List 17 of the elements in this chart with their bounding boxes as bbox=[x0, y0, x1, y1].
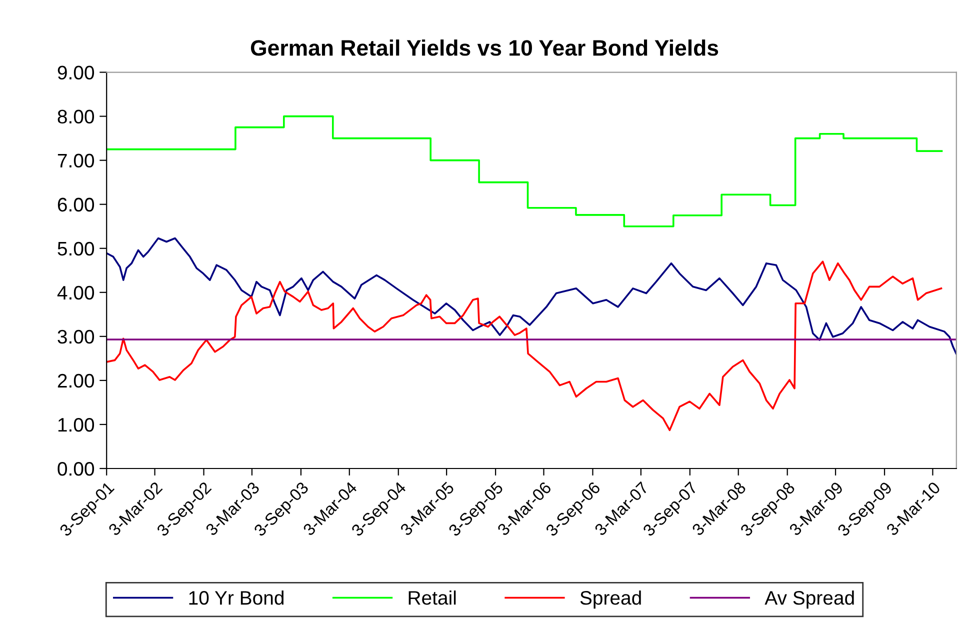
y-tick-label: 2.00 bbox=[58, 374, 94, 388]
line-series bbox=[106, 260, 942, 432]
line-series bbox=[106, 237, 956, 354]
y-tick-label: 4.00 bbox=[57, 286, 94, 300]
y-tick-label: 5.00 bbox=[58, 242, 94, 256]
chart-title: German Retail Yields vs 10 Year Bond Yields bbox=[250, 39, 718, 56]
legend-label: 10 Yr Bond bbox=[189, 590, 284, 605]
y-tick-label: 3.00 bbox=[58, 330, 94, 344]
y-tick-label: 9.00 bbox=[58, 66, 94, 80]
y-tick-label: 7.00 bbox=[58, 154, 94, 168]
legend-label: Retail bbox=[408, 590, 456, 605]
y-tick-label: 0.00 bbox=[58, 462, 94, 476]
legend-label: Spread bbox=[580, 590, 641, 609]
y-tick-label: 8.00 bbox=[58, 110, 94, 124]
y-tick-label: 6.00 bbox=[58, 198, 94, 212]
y-tick-label: 1.00 bbox=[58, 418, 94, 432]
legend-label: Av Spread bbox=[764, 590, 854, 609]
